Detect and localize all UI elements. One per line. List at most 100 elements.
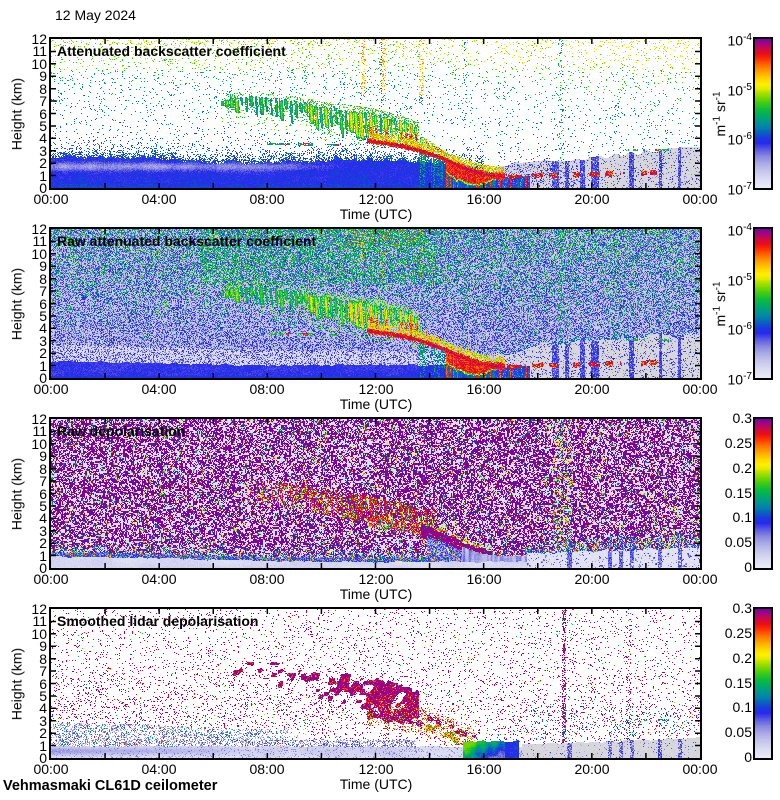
panel-4-title: Smoothed lidar depolarisation <box>57 613 259 629</box>
colorbar-tick-label: 0.25 <box>724 434 752 451</box>
panel-3-colorbar <box>753 417 773 570</box>
y-tick-label: 6 <box>39 675 47 692</box>
x-tick-label: 08:00 <box>249 191 285 207</box>
y-tick-label: 3 <box>39 522 47 539</box>
y-tick-label: 5 <box>39 307 47 324</box>
y-tick-label: 10 <box>31 625 47 642</box>
y-tick-label: 3 <box>39 142 47 159</box>
x-tick-label: 20:00 <box>574 761 610 777</box>
x-tick-label: 00:00 <box>682 191 718 207</box>
x-tick-label: 00:00 <box>33 191 69 207</box>
panel-4-colorbar <box>753 607 773 760</box>
y-tick-label: 4 <box>39 130 47 147</box>
y-tick-label: 3 <box>39 712 47 729</box>
x-tick-label: 08:00 <box>249 571 285 587</box>
y-tick-label: 11 <box>32 43 47 60</box>
x-tick-label: 12:00 <box>357 191 394 207</box>
colorbar-tick-label: 10-7 <box>727 181 752 198</box>
y-tick-label: 8 <box>39 270 47 287</box>
x-tick-label: 16:00 <box>466 761 502 777</box>
y-tick-label: 6 <box>39 485 47 502</box>
y-tick-label: 9 <box>39 448 47 465</box>
y-tick-label: 0 <box>39 370 47 386</box>
y-tick-label: 1 <box>39 737 47 754</box>
x-tick-label: 16:00 <box>466 191 502 207</box>
colorbar-tick-label: 0.2 <box>732 649 752 666</box>
y-tick-label: 12 <box>31 411 47 427</box>
y-tick-label: 4 <box>39 320 47 337</box>
colorbar-tick-label: 0.25 <box>724 624 752 641</box>
y-tick-label: 0 <box>39 560 47 576</box>
x-axis-title: Time (UTC) <box>339 776 412 792</box>
panel-3-title: Raw depolarisation <box>57 423 186 439</box>
colorbar-tick-label: 0 <box>744 749 752 765</box>
y-tick-label: 2 <box>39 535 47 552</box>
y-tick-label: 10 <box>31 435 47 452</box>
y-tick-label: 2 <box>39 725 47 742</box>
x-tick-label: 00:00 <box>682 571 718 587</box>
x-tick-label: 04:00 <box>141 571 177 587</box>
colorbar-tick-label: 0.05 <box>724 534 752 551</box>
y-tick-label: 4 <box>39 510 47 527</box>
y-tick-label: 6 <box>39 295 47 312</box>
y-tick-label: 9 <box>39 258 47 275</box>
y-tick-label: 8 <box>39 80 47 97</box>
x-tick-label: 00:00 <box>682 381 718 397</box>
panel-2-colorbar <box>753 227 773 380</box>
y-tick-label: 9 <box>39 638 47 655</box>
x-tick-label: 00:00 <box>33 571 69 587</box>
x-axis-title: Time (UTC) <box>339 396 412 412</box>
y-tick-label: 5 <box>39 687 47 704</box>
y-axis-title: Height (km) <box>8 457 25 530</box>
colorbar-tick-label: 0.3 <box>732 600 752 616</box>
colorbar-tick-label: 10-4 <box>727 32 752 49</box>
x-tick-label: 08:00 <box>249 381 285 397</box>
colorbar-tick-label: 10-6 <box>727 321 752 338</box>
x-tick-label: 00:00 <box>33 761 69 777</box>
panel-4-heatmap-canvas <box>49 607 702 760</box>
colorbar-tick-label: 0.2 <box>732 459 752 476</box>
y-tick-label: 1 <box>39 357 47 374</box>
panel-1-colorbar <box>753 37 773 190</box>
y-tick-label: 4 <box>39 700 47 717</box>
y-tick-label: 11 <box>32 613 47 630</box>
colorbar-tick-label: 0.3 <box>732 410 752 426</box>
y-tick-label: 12 <box>31 221 47 237</box>
x-tick-label: 16:00 <box>466 571 502 587</box>
panel-2-heatmap-canvas <box>49 227 702 380</box>
y-tick-label: 7 <box>39 93 47 110</box>
colorbar-unit-label: m-1 sr-1 <box>711 90 729 137</box>
y-axis-title: Height (km) <box>8 647 25 720</box>
colorbar-tick-label: 10-5 <box>727 81 752 99</box>
colorbar-tick-label: 10-6 <box>727 131 752 148</box>
colorbar-tick-label: 0.15 <box>724 674 752 691</box>
y-tick-label: 8 <box>39 650 47 667</box>
colorbar-unit-label: m-1 sr-1 <box>711 280 729 327</box>
instrument-label: Vehmasmaki CL61D ceilometer <box>3 778 218 794</box>
y-axis-title: Height (km) <box>8 267 25 340</box>
y-tick-label: 10 <box>31 55 47 72</box>
x-tick-label: 04:00 <box>141 381 177 397</box>
y-tick-label: 7 <box>39 663 47 680</box>
x-tick-label: 00:00 <box>682 761 718 777</box>
y-tick-label: 3 <box>39 332 47 349</box>
x-tick-label: 12:00 <box>357 381 394 397</box>
x-axis-title: Time (UTC) <box>339 206 412 222</box>
x-tick-label: 20:00 <box>574 381 610 397</box>
x-tick-label: 04:00 <box>141 761 177 777</box>
y-tick-label: 7 <box>39 283 47 300</box>
panel-1-title: Attenuated backscatter coefficient <box>57 43 286 59</box>
panel-2-title: Raw attenuated backscatter coefficient <box>57 233 317 249</box>
colorbar-tick-label: 0.1 <box>732 699 752 716</box>
y-tick-label: 9 <box>39 68 47 85</box>
y-tick-label: 1 <box>39 547 47 564</box>
x-tick-label: 20:00 <box>574 191 610 207</box>
x-axis-title: Time (UTC) <box>339 586 412 602</box>
x-tick-label: 12:00 <box>357 761 394 777</box>
y-tick-label: 2 <box>39 155 47 172</box>
y-tick-label: 8 <box>39 460 47 477</box>
y-tick-label: 1 <box>39 167 47 184</box>
y-tick-label: 5 <box>39 497 47 514</box>
colorbar-tick-label: 0.1 <box>732 509 752 526</box>
